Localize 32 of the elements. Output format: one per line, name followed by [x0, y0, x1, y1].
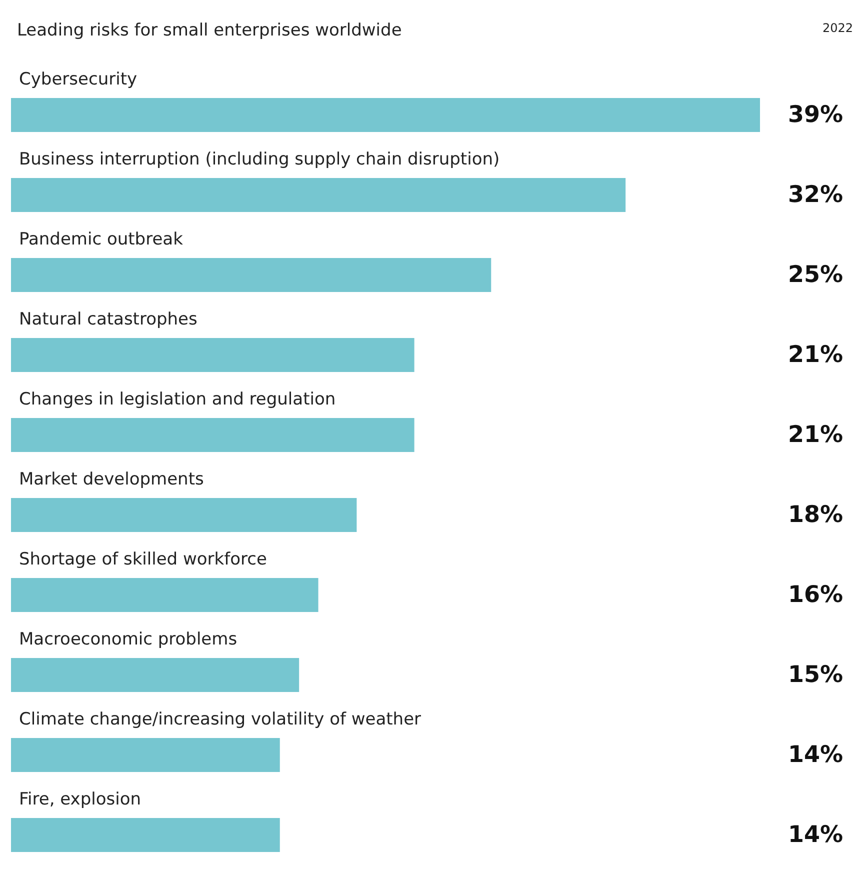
data-label: 14% — [788, 742, 843, 768]
y-tick-label: Macroeconomic problems — [19, 630, 238, 650]
data-label: 25% — [788, 262, 843, 288]
data-label: 21% — [788, 422, 843, 448]
data-label: 39% — [788, 102, 843, 128]
bar — [11, 738, 280, 772]
bar — [11, 818, 280, 852]
y-tick-label: Climate change/increasing volatility of weather — [19, 710, 422, 730]
y-tick-label: Cybersecurity — [19, 70, 138, 90]
data-label: 14% — [788, 822, 843, 848]
bar — [11, 98, 760, 132]
y-tick-label: Changes in legislation and regulation — [19, 390, 336, 410]
bar — [11, 258, 492, 292]
bar — [11, 658, 300, 692]
bar — [11, 178, 626, 212]
data-label: 16% — [788, 582, 843, 608]
data-label: 32% — [788, 182, 843, 208]
data-label: 18% — [788, 502, 843, 528]
bar — [11, 498, 357, 532]
data-label: 15% — [788, 662, 843, 688]
bar — [11, 418, 414, 452]
bar — [11, 578, 318, 612]
y-tick-label: Fire, explosion — [19, 790, 142, 810]
text: 2022 — [822, 21, 854, 35]
y-tick-label: Natural catastrophes — [19, 310, 198, 330]
y-tick-label: Business interruption (including supply chain disruption) — [19, 150, 500, 170]
y-tick-label: Pandemic outbreak — [19, 230, 184, 250]
bar — [11, 338, 414, 372]
data-label: 21% — [788, 342, 843, 368]
y-tick-label: Shortage of skilled workforce — [19, 550, 267, 570]
y-tick-label: Market developments — [19, 470, 204, 490]
chart-title: Leading risks for small enterprises worldwide — [17, 20, 402, 40]
